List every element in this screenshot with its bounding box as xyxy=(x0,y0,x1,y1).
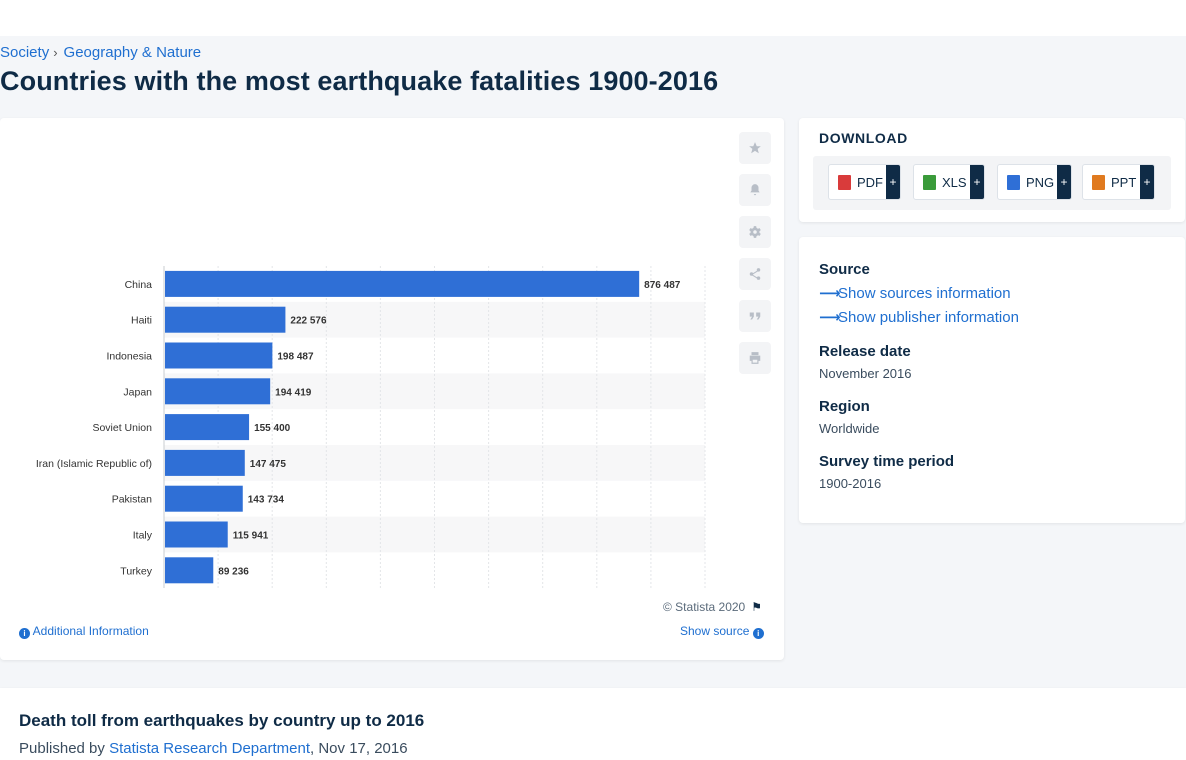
bar-3[interactable] xyxy=(165,378,271,405)
chart-toolbar xyxy=(739,132,771,384)
value-label: 876 487 xyxy=(644,280,681,291)
value-label: 143 734 xyxy=(248,495,285,506)
show-source-link[interactable]: Show source i xyxy=(680,624,764,639)
release-date-label: Release date xyxy=(819,343,911,360)
chart-card: China 876 487 Haiti 222 576 Indonesia 198 487… xyxy=(0,118,784,660)
value-label: 198 487 xyxy=(277,352,314,363)
survey-period-value: 1900-2016 xyxy=(819,476,882,491)
info-icon: i xyxy=(752,628,764,639)
gear-icon[interactable] xyxy=(739,216,771,248)
page-title: Countries with the most earthquake fatal… xyxy=(0,66,719,96)
copyright-text[interactable]: © Statista 2020 ⚑ xyxy=(663,600,762,614)
category-label: Turkey xyxy=(120,565,152,577)
bar-2[interactable] xyxy=(165,342,273,369)
show-publisher-link[interactable]: ⟶Show publisher information xyxy=(819,308,1019,326)
description-card: Death toll from earthquakes by country u… xyxy=(0,688,1186,760)
download-png-button[interactable]: PNG + xyxy=(997,164,1072,200)
download-ppt-button[interactable]: PPT + xyxy=(1082,164,1155,200)
value-label: 194 419 xyxy=(275,387,312,398)
quote-icon[interactable] xyxy=(739,300,771,332)
ppt-file-icon xyxy=(1092,174,1105,190)
plus-icon[interactable]: + xyxy=(970,165,984,199)
source-label: Source xyxy=(819,261,870,278)
copyright-label: © Statista 2020 xyxy=(663,600,746,614)
share-icon[interactable] xyxy=(739,258,771,290)
category-label: Iran (Islamic Republic of) xyxy=(36,458,152,470)
bar-7[interactable] xyxy=(165,521,228,548)
bar-8[interactable] xyxy=(165,557,214,584)
print-icon[interactable] xyxy=(739,342,771,374)
show-publisher-label: Show publisher information xyxy=(838,309,1019,326)
value-label: 147 475 xyxy=(250,459,287,470)
png-file-icon xyxy=(1007,174,1020,190)
info-icon: i xyxy=(19,628,30,639)
additional-information-label: Additional Information xyxy=(32,624,149,638)
category-label: Indonesia xyxy=(106,351,152,363)
arrow-right-icon: ⟶ xyxy=(819,285,841,302)
download-title: DOWNLOAD xyxy=(819,130,908,146)
survey-period-label: Survey time period xyxy=(819,453,955,470)
bar-6[interactable] xyxy=(165,485,243,512)
published-by-label: Published by xyxy=(19,740,105,757)
category-label: China xyxy=(125,279,153,291)
value-label: 222 576 xyxy=(290,316,327,327)
bar-0[interactable] xyxy=(165,270,640,297)
additional-information-link[interactable]: i Additional Information xyxy=(19,624,149,639)
download-pdf-button[interactable]: PDF + xyxy=(828,164,901,200)
breadcrumb: Society › Geography & Nature xyxy=(0,44,201,61)
value-label: 155 400 xyxy=(254,423,291,434)
category-label: Haiti xyxy=(131,315,152,327)
region-value: Worldwide xyxy=(819,421,880,436)
category-label: Pakistan xyxy=(112,494,152,506)
download-png-label: PNG xyxy=(1026,174,1055,190)
bar-chart: China 876 487 Haiti 222 576 Indonesia 198 487… xyxy=(36,266,706,588)
download-ppt-label: PPT xyxy=(1111,174,1137,190)
bar-1[interactable] xyxy=(165,306,286,333)
plus-icon[interactable]: + xyxy=(1057,165,1071,199)
value-label: 115 941 xyxy=(233,531,269,542)
download-xls-button[interactable]: XLS + xyxy=(913,164,985,200)
xls-file-icon xyxy=(923,174,936,190)
star-icon[interactable] xyxy=(739,132,771,164)
show-sources-link[interactable]: ⟶Show sources information xyxy=(819,284,1011,302)
breadcrumb-society[interactable]: Society xyxy=(0,44,50,61)
download-card: DOWNLOAD PDF + XLS + PNG + PPT + xyxy=(799,118,1185,222)
breadcrumb-geography-nature[interactable]: Geography & Nature xyxy=(63,44,202,61)
bar-4[interactable] xyxy=(165,414,250,441)
flag-icon[interactable]: ⚑ xyxy=(751,600,762,614)
bar-5[interactable] xyxy=(165,449,245,476)
release-date-value: November 2016 xyxy=(819,366,912,381)
download-buttons: PDF + XLS + PNG + PPT + xyxy=(813,156,1171,210)
arrow-right-icon: ⟶ xyxy=(819,309,841,326)
publish-date: , Nov 17, 2016 xyxy=(310,740,408,757)
description-title: Death toll from earthquakes by country u… xyxy=(19,711,425,730)
download-pdf-label: PDF xyxy=(857,174,883,190)
publisher-link[interactable]: Statista Research Department xyxy=(109,740,311,757)
bell-icon[interactable] xyxy=(739,174,771,206)
category-label: Italy xyxy=(133,530,153,542)
category-label: Japan xyxy=(123,386,152,398)
published-by-line: Published by Statista Research Departmen… xyxy=(19,740,408,757)
breadcrumb-separator: › xyxy=(53,45,58,60)
category-label: Soviet Union xyxy=(92,422,152,434)
download-xls-label: XLS xyxy=(942,174,967,190)
show-sources-label: Show sources information xyxy=(838,285,1011,302)
plus-icon[interactable]: + xyxy=(886,165,900,199)
pdf-file-icon xyxy=(838,174,851,190)
region-label: Region xyxy=(819,398,870,415)
top-header-band xyxy=(0,0,1186,36)
statistic-details-card: Source ⟶Show sources information ⟶Show p… xyxy=(799,237,1185,523)
plus-icon[interactable]: + xyxy=(1140,165,1154,199)
value-label: 89 236 xyxy=(218,566,249,577)
show-source-label: Show source xyxy=(680,624,750,638)
